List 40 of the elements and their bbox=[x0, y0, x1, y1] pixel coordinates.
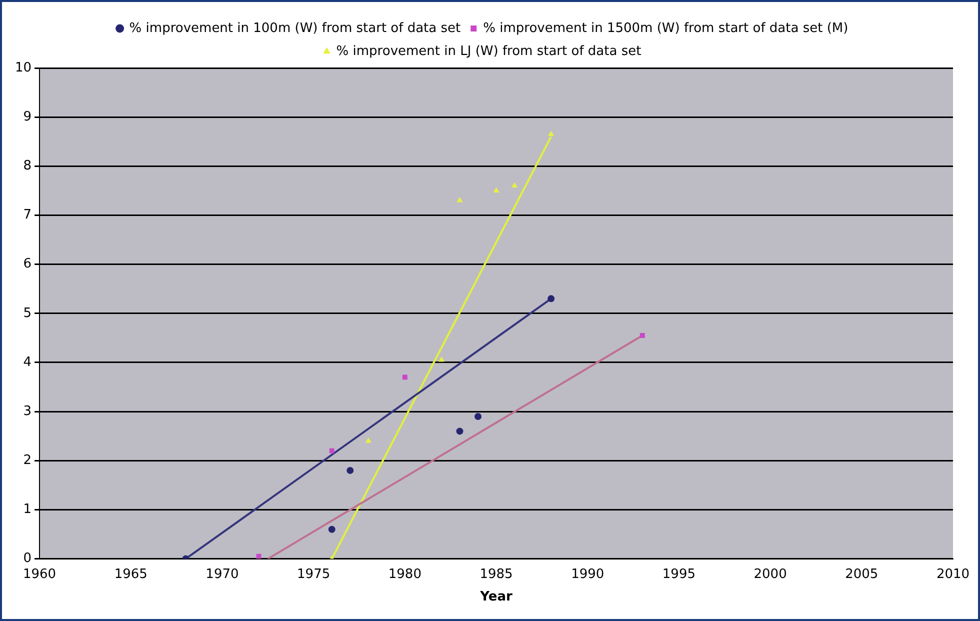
y-tick-label: 7 bbox=[23, 208, 32, 223]
x-tick-label: 1970 bbox=[206, 566, 239, 582]
y-tick-label: 1 bbox=[23, 502, 32, 518]
y-tick-label: 2 bbox=[23, 453, 32, 468]
point bbox=[438, 356, 444, 362]
point bbox=[474, 412, 482, 420]
point bbox=[640, 333, 645, 338]
point bbox=[548, 295, 555, 302]
y-tick-label: 0 bbox=[23, 551, 32, 566]
x-tick-label: 1960 bbox=[22, 566, 56, 582]
x-tick-label: 1965 bbox=[114, 566, 148, 582]
point bbox=[365, 438, 372, 443]
point bbox=[548, 130, 554, 136]
legend-label: % improvement in 1500m (W) from start of data set (M) bbox=[483, 20, 848, 36]
point bbox=[329, 448, 334, 454]
legend-label: % improvement in LJ (W) from start of data set bbox=[336, 44, 642, 59]
x-tick-label: 2000 bbox=[754, 566, 787, 582]
point bbox=[512, 182, 518, 188]
legend-label: % improvement in 100m (W) from start of data set bbox=[129, 20, 461, 36]
x-tick-label: 2010 bbox=[936, 566, 970, 582]
point bbox=[346, 466, 354, 474]
y-tick-label: 10 bbox=[14, 60, 32, 76]
x-tick-label: 1975 bbox=[297, 566, 330, 582]
x-tick-label: 1990 bbox=[571, 566, 604, 582]
x-tick-label: 1995 bbox=[662, 566, 696, 582]
y-tick-label: 3 bbox=[23, 404, 32, 419]
point bbox=[456, 428, 464, 435]
y-tick-label: 6 bbox=[23, 256, 32, 272]
x-tick-label: 1980 bbox=[388, 566, 422, 582]
point bbox=[493, 187, 500, 192]
point bbox=[456, 197, 463, 202]
x-axis-title: Year bbox=[479, 590, 513, 605]
y-tick-label: 9 bbox=[23, 109, 32, 124]
y-tick-label: 8 bbox=[23, 158, 32, 174]
point bbox=[402, 374, 408, 380]
point bbox=[328, 526, 336, 533]
y-tick-label: 4 bbox=[23, 354, 32, 370]
x-tick-label: 2005 bbox=[845, 566, 878, 582]
y-tick-label: 5 bbox=[23, 306, 32, 321]
x-tick-label: 1985 bbox=[480, 566, 513, 582]
